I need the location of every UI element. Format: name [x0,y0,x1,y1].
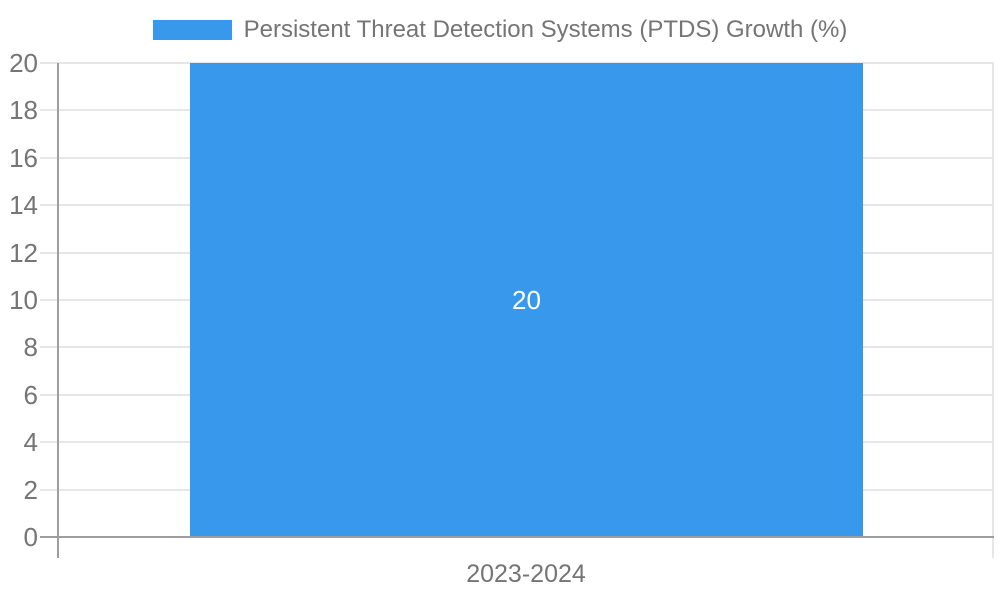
plot-right-border [992,63,994,558]
y-tick-label: 6 [23,379,38,410]
y-tick-label: 20 [9,48,38,78]
y-tick: 4 [24,427,58,457]
y-tick-label: 18 [9,95,38,126]
y-tick-mark [40,488,58,491]
y-tick-label: 2 [23,474,38,505]
y-tick-mark [40,299,58,301]
legend-swatch [152,20,232,40]
y-tick-label: 16 [9,142,38,173]
legend-label: Persistent Threat Detection Systems (PTD… [243,16,848,43]
y-tick: 14 [9,190,58,220]
y-axis-ticks: 0 2 4 6 8 10 12 14 16 18 20 [0,50,58,550]
bar-value-label: 20 [511,284,541,315]
x-axis-baseline [40,536,994,538]
chart-legend: Persistent Threat Detection Systems (PTD… [0,16,1000,44]
y-tick: 2 [24,475,58,505]
y-tick-mark [40,393,58,396]
y-tick: 6 [24,380,58,410]
y-tick-label: 14 [9,190,38,221]
y-tick-mark [40,251,58,254]
y-tick-mark [40,156,58,159]
y-tick: 18 [9,95,58,125]
y-tick: 8 [24,332,58,362]
y-tick-label: 4 [23,427,38,458]
y-axis-line [57,63,59,558]
y-tick-mark [40,204,58,207]
y-tick-label: 12 [9,237,38,268]
y-tick-label: 0 [23,522,38,552]
y-tick-label: 10 [9,285,38,315]
y-tick: 16 [9,143,58,173]
y-tick-label: 8 [23,332,38,363]
y-tick-mark [40,62,58,64]
plot-area: 20 [40,62,994,538]
y-tick: 10 [9,285,58,315]
x-axis-category-label: 2023-2024 [466,560,586,588]
bar[interactable]: 20 [189,63,863,537]
y-tick: 12 [9,238,58,268]
y-tick-mark [40,441,58,444]
y-tick-mark [40,346,58,349]
legend-item[interactable]: Persistent Threat Detection Systems (PTD… [152,16,848,44]
y-tick: 20 [9,48,58,78]
y-tick-mark [40,109,58,112]
